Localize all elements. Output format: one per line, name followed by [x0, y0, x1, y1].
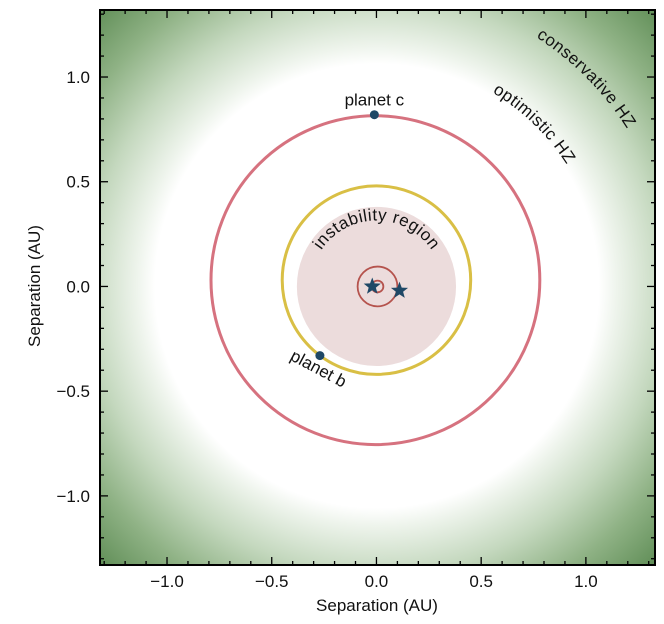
planet-marker-c [369, 110, 379, 120]
planet-c-label: planet c [345, 91, 405, 110]
x-tick-label: 1.0 [574, 572, 598, 591]
x-tick-label: −1.0 [150, 572, 184, 591]
y-tick-label: 1.0 [66, 68, 90, 87]
x-tick-label: 0.5 [469, 572, 493, 591]
y-tick-label: 0.5 [66, 173, 90, 192]
planet-b-orbit [280, 184, 473, 376]
plot-frame [99, 9, 656, 566]
star-marker-2 [390, 281, 409, 298]
x-tick-label: 0.0 [365, 572, 389, 591]
y-tick-label: 0.0 [66, 277, 90, 296]
y-axis-label: Separation (AU) [25, 225, 44, 347]
x-tick-label: −0.5 [255, 572, 289, 591]
y-tick-label: −0.5 [56, 382, 90, 401]
star-marker-1 [363, 277, 381, 294]
x-axis-label: Separation (AU) [316, 596, 438, 615]
planet-marker-b [315, 351, 325, 361]
y-tick-label: −1.0 [56, 487, 90, 506]
binary-orbit [356, 265, 399, 308]
